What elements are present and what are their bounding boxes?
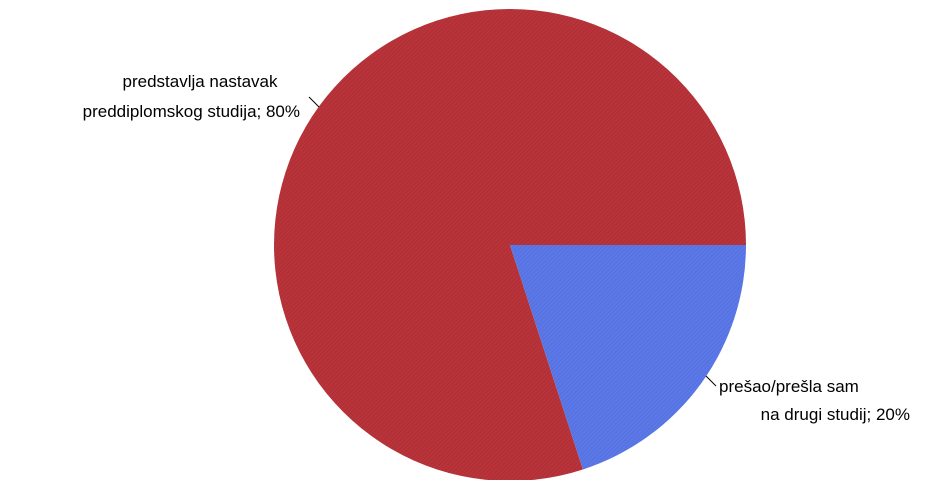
leader-line-nastavak xyxy=(308,96,320,108)
leader-line-drugi-studij xyxy=(705,375,717,387)
pie-slice-nastavak xyxy=(274,9,746,480)
pie-slice-drugi-studij xyxy=(510,245,746,470)
slice-label-drugi-studij-line-1: prešao/prešla sam xyxy=(719,377,859,396)
slice-label-drugi-studij: prešao/prešla sam na drugi studij; 20% xyxy=(719,377,910,424)
slice-label-nastavak-line-2: preddiplomskog studija; 80% xyxy=(83,102,300,121)
slice-label-nastavak-line-1: predstavlja nastavak xyxy=(123,72,278,91)
slice-label-nastavak: predstavlja nastavak preddiplomskog stud… xyxy=(83,72,300,121)
slice-label-drugi-studij-line-2: na drugi studij; 20% xyxy=(761,405,910,424)
